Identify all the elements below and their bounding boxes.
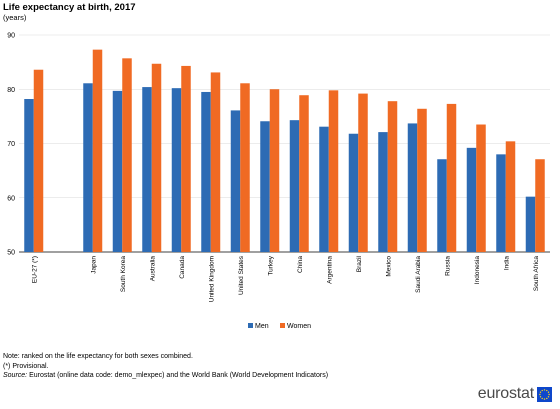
chart-subtitle: (years): [3, 13, 27, 22]
bar-women: [328, 90, 339, 253]
flag-star: [541, 389, 543, 391]
bar-men: [348, 133, 359, 252]
bar-men: [466, 147, 477, 252]
bar-men: [24, 99, 34, 252]
bar-women: [151, 63, 162, 252]
legend-label-women: Women: [287, 323, 311, 330]
bar-men: [83, 83, 93, 252]
source-text: Eurostat (online data code: demo_mlexpec…: [27, 372, 329, 379]
bar-women: [33, 69, 44, 252]
bars: [24, 49, 545, 253]
x-tick-label: United Kingdom: [208, 256, 215, 302]
x-tick-label: Indonesia: [474, 256, 481, 285]
x-tick-label: South Africa: [533, 256, 540, 291]
bar-men: [201, 91, 211, 253]
bar-women: [240, 83, 250, 252]
bar-women: [417, 108, 427, 252]
bar-women: [299, 95, 309, 252]
x-tick-label: Canada: [179, 256, 186, 279]
bar-women: [210, 72, 221, 253]
bar-women: [92, 49, 103, 253]
legend-swatch-men: [248, 323, 253, 328]
x-tick-label: India: [503, 256, 510, 270]
x-tick-label: China: [297, 256, 304, 273]
bar-men: [407, 123, 418, 253]
footnotes: Note: ranked on the life expectancy for …: [3, 352, 328, 381]
x-tick-label: Japan: [90, 256, 97, 274]
bar-men: [496, 154, 506, 252]
bar-women: [505, 141, 516, 252]
flag-star: [546, 389, 548, 391]
bar-men: [260, 121, 270, 252]
bar-men: [142, 87, 152, 252]
bar-men: [319, 126, 329, 252]
bar-men: [230, 110, 241, 252]
bar-men: [525, 196, 536, 252]
legend-label-men: Men: [255, 323, 269, 330]
flag-star: [543, 397, 546, 400]
bar-women: [122, 58, 132, 252]
flag-star: [548, 393, 550, 395]
bar-women: [181, 65, 191, 252]
flag-star: [546, 397, 548, 399]
note-source: Source: Eurostat (online data code: demo…: [3, 371, 328, 381]
y-tick-label: 50: [7, 250, 15, 257]
x-axis-tick-labels: EU-27 (*) Japan South Korea Australia Canada…: [31, 255, 540, 302]
y-axis-ticks: 50 60 70 80 90: [7, 33, 15, 257]
flag-star: [547, 391, 550, 393]
flag-star: [541, 397, 543, 399]
logo-wordmark: eurostat: [477, 385, 534, 402]
bar-men: [378, 132, 388, 252]
flag-star: [539, 391, 542, 393]
bar-women: [535, 159, 545, 252]
flag-star: [547, 395, 550, 397]
y-tick-label: 90: [7, 33, 15, 40]
x-tick-label: United States: [238, 255, 245, 295]
bar-chart: 50 60 70 80 90 EU-27 (*) Japan South Korea Aust…: [7, 33, 550, 330]
source-label: Source:: [3, 372, 28, 379]
x-tick-label: Australia: [149, 256, 156, 282]
legend-swatch-women: [280, 323, 285, 328]
x-tick-label: South Korea: [120, 256, 127, 293]
bar-men: [437, 159, 447, 252]
x-tick-label: EU-27 (*): [31, 256, 38, 283]
flag-star: [543, 388, 546, 391]
gridlines: [19, 34, 550, 253]
x-tick-label: Turkey: [267, 255, 274, 275]
note-ranking: Note: ranked on the life expectancy for …: [3, 353, 193, 360]
bar-women: [446, 103, 457, 253]
flag-star: [539, 393, 541, 395]
x-tick-label: Saudi Arabia: [415, 256, 422, 293]
legend: Men Women: [248, 323, 311, 330]
x-tick-label: Argentina: [326, 256, 333, 284]
y-tick-label: 80: [7, 87, 15, 94]
x-tick-label: Brazil: [356, 255, 363, 272]
eu-flag-icon: [537, 386, 552, 402]
bar-men: [171, 88, 182, 252]
y-tick-label: 60: [7, 195, 15, 202]
bar-men: [289, 120, 300, 252]
bar-men: [112, 90, 123, 252]
bar-women: [269, 89, 280, 252]
bar-women: [387, 101, 398, 252]
flag-star: [539, 395, 542, 397]
bar-women: [358, 93, 368, 252]
bar-women: [476, 124, 486, 252]
eurostat-logo: eurostat: [478, 385, 552, 403]
y-tick-label: 70: [7, 141, 15, 148]
x-tick-label: Russia: [444, 256, 451, 276]
x-tick-label: Mexico: [385, 256, 392, 277]
chart-title: Life expectancy at birth, 2017: [3, 2, 136, 13]
note-provisional: (*) Provisional.: [3, 362, 49, 370]
